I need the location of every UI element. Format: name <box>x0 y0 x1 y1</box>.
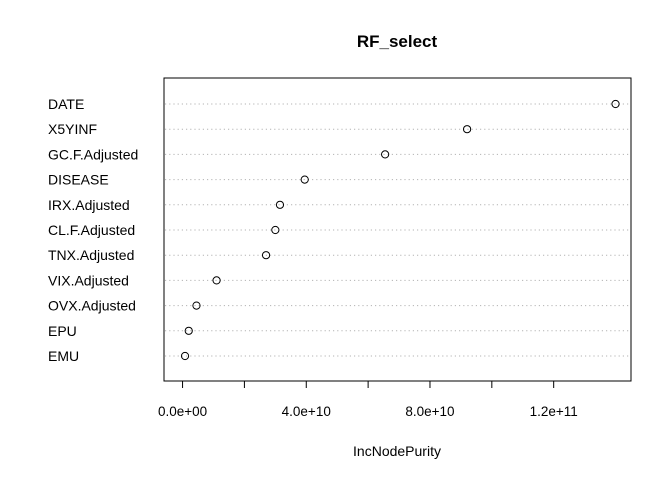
category-label: OVX.Adjusted <box>48 298 136 314</box>
data-point <box>611 99 620 109</box>
category-label: EPU <box>48 323 77 339</box>
data-point <box>275 200 285 209</box>
x-tick-label: 1.2e+11 <box>530 404 578 419</box>
x-tick-label: 0.0e+00 <box>158 404 207 419</box>
data-point <box>300 175 309 184</box>
category-label: DATE <box>48 96 84 112</box>
data-point <box>271 225 280 235</box>
data-point <box>381 150 390 159</box>
category-label: IRX.Adjusted <box>48 197 130 213</box>
category-label: TNX.Adjusted <box>48 247 134 263</box>
x-tick-label: 4.0e+10 <box>282 404 331 419</box>
category-label: DISEASE <box>48 172 109 188</box>
x-tick-label: 8.0e+10 <box>405 404 454 419</box>
x-axis-label: IncNodePurity <box>353 443 441 459</box>
grid-lines <box>165 103 630 357</box>
x-axis: 0.0e+00 4.0e+10 8.0e+10 1.2e+11 <box>158 380 578 419</box>
data-point <box>184 326 193 335</box>
data-point <box>212 276 221 285</box>
data-point <box>192 301 201 310</box>
data-points <box>180 99 620 361</box>
data-point <box>462 125 472 134</box>
category-label: GC.F.Adjusted <box>48 146 138 162</box>
category-label: X5YINF <box>48 121 97 137</box>
category-label: VIX.Adjusted <box>48 272 129 288</box>
data-point <box>261 251 271 260</box>
category-label: CL.F.Adjusted <box>48 222 135 238</box>
category-labels: DATE X5YINF GC.F.Adjusted DISEASE IRX.Adjust… <box>48 96 138 364</box>
category-label: EMU <box>48 348 79 364</box>
chart-title: RF_select <box>357 32 438 51</box>
data-point <box>180 351 190 361</box>
